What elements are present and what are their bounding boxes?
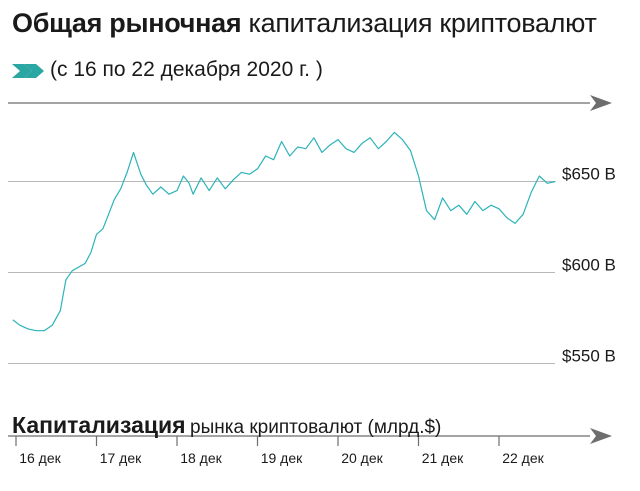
x-tick-label: 18 дек: [180, 450, 222, 466]
chart-title-bold: Общая рыночная: [12, 8, 242, 38]
axis-title-light: рынка криптовалют (млрд.$): [190, 417, 442, 438]
axis-top: [8, 95, 612, 111]
x-tick-label: 19 дек: [261, 450, 303, 466]
axis-top-arrow-icon: [590, 95, 612, 111]
series-line: [12, 131, 556, 332]
chart-title: Общая рыночная капитализация криптовалют: [12, 8, 597, 39]
y-tick-label: $650 B: [562, 165, 616, 184]
x-tick-label: 17 дек: [100, 450, 142, 466]
x-axis-arrow-icon: [590, 428, 612, 444]
teal-arrow-icon: [12, 64, 44, 78]
x-tick-label: 22 дек: [502, 450, 544, 466]
chart-title-light: капитализация криптовалют: [248, 8, 597, 38]
x-axis: [8, 428, 612, 444]
chart-subtitle: (с 16 по 22 декабря 2020 г. ): [50, 58, 323, 81]
x-tick-label: 21 дек: [422, 450, 464, 466]
y-tick-label: $600 B: [562, 256, 616, 275]
x-tick-label: 20 дек: [341, 450, 383, 466]
axis-title: Капитализация рынка криптовалют (млрд.$): [12, 412, 441, 439]
x-tick-label: 16 дек: [19, 450, 61, 466]
axis-title-bold: Капитализация: [12, 412, 186, 438]
y-tick-label: $550 B: [562, 347, 616, 366]
